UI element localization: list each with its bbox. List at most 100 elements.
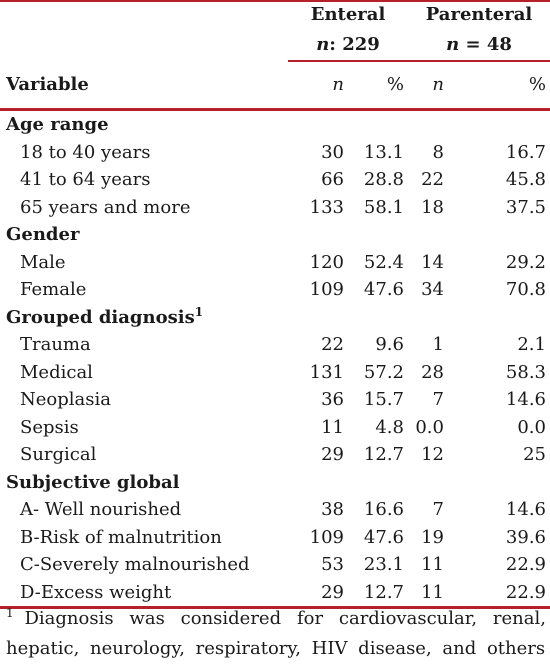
group-header-row: Enteral Parenteral bbox=[0, 0, 550, 30]
parenteral-pct: 70.8 bbox=[505, 279, 546, 301]
section-title: Grouped diagnosis1 bbox=[0, 304, 550, 332]
top-rule bbox=[0, 0, 550, 2]
parenteral-n: 7 bbox=[432, 499, 444, 521]
row-label: Sepsis bbox=[20, 416, 79, 438]
footnote: 1 Diagnosis was considered for cardiovas… bbox=[6, 604, 546, 664]
parenteral-pct: 16.7 bbox=[505, 141, 546, 163]
footnote-ref: 1 bbox=[194, 304, 204, 319]
enteral-pct: 47.6 bbox=[363, 526, 404, 548]
parenteral-n: 28 bbox=[421, 361, 444, 383]
parenteral-n: 19 bbox=[421, 526, 444, 548]
parenteral-pct: 45.8 bbox=[505, 169, 546, 191]
footnote-text: Diagnosis was considered for cardiovascu… bbox=[6, 608, 546, 659]
enteral-pct: 16.6 bbox=[363, 499, 404, 521]
parenteral-n: 11 bbox=[421, 554, 444, 576]
row-label: C-Severely malnourished bbox=[20, 554, 250, 576]
enteral-pct: 23.1 bbox=[363, 554, 404, 576]
enteral-pct: 12.7 bbox=[363, 444, 404, 466]
table-row: 41 to 64 years 66 28.8 22 45.8 bbox=[0, 166, 550, 194]
section-title-text: Age range bbox=[6, 114, 109, 136]
row-label: Surgical bbox=[20, 444, 97, 466]
row-label: A- Well nourished bbox=[20, 499, 182, 521]
parenteral-pct: 14.6 bbox=[505, 389, 546, 411]
parenteral-n: 11 bbox=[408, 578, 448, 609]
enteral-n: 120 bbox=[309, 251, 344, 273]
section-title-text: Gender bbox=[6, 224, 80, 246]
row-label: Female bbox=[20, 279, 87, 301]
enteral-pct: 9.6 bbox=[375, 334, 404, 356]
enteral-n: 22 bbox=[321, 334, 344, 356]
enteral-pct: 57.2 bbox=[363, 361, 404, 383]
parenteral-n: 34 bbox=[421, 279, 444, 301]
table-row: 18 to 40 years 30 13.1 8 16.7 bbox=[0, 139, 550, 167]
enteral-n: 66 bbox=[321, 169, 344, 191]
row-label: 65 years and more bbox=[20, 196, 191, 218]
row-label: 41 to 64 years bbox=[20, 169, 151, 191]
row-label: B-Risk of malnutrition bbox=[20, 526, 222, 548]
parenteral-n: 22 bbox=[421, 169, 444, 191]
column-header-row: Variable n % n % bbox=[0, 61, 550, 111]
enteral-pct: 15.7 bbox=[363, 389, 404, 411]
enteral-n-header: n bbox=[288, 61, 348, 111]
table-row: Trauma 22 9.6 1 2.1 bbox=[0, 331, 550, 359]
enteral-pct: 28.8 bbox=[363, 169, 404, 191]
parenteral-pct: 22.9 bbox=[448, 578, 550, 609]
group-parenteral-n: n = 48 bbox=[408, 30, 550, 62]
table-row: Surgical 29 12.7 12 25 bbox=[0, 441, 550, 469]
enteral-n: 29 bbox=[288, 578, 348, 609]
section-title-text: Grouped diagnosis bbox=[6, 306, 195, 328]
enteral-pct: 4.8 bbox=[375, 416, 404, 438]
enteral-pct: 58.1 bbox=[363, 196, 404, 218]
parenteral-pct: 39.6 bbox=[505, 526, 546, 548]
enteral-pct: 47.6 bbox=[363, 279, 404, 301]
group-n-row: n: 229 n = 48 bbox=[0, 30, 550, 62]
enteral-n: 30 bbox=[321, 141, 344, 163]
section-header-row: Subjective global bbox=[0, 469, 550, 497]
parenteral-n-header: n bbox=[408, 61, 448, 111]
section-header-row: Age range bbox=[0, 110, 550, 139]
table-row: Medical 131 57.2 28 58.3 bbox=[0, 359, 550, 387]
parenteral-pct: 37.5 bbox=[505, 196, 546, 218]
parenteral-n: 1 bbox=[432, 334, 444, 356]
table-row: Male 120 52.4 14 29.2 bbox=[0, 249, 550, 277]
parenteral-pct: 14.6 bbox=[505, 499, 546, 521]
parenteral-pct: 0.0 bbox=[517, 416, 546, 438]
section-header-row: Gender bbox=[0, 221, 550, 249]
parenteral-pct: 58.3 bbox=[505, 361, 546, 383]
table-row: 65 years and more 133 58.1 18 37.5 bbox=[0, 194, 550, 222]
table-row: Neoplasia 36 15.7 7 14.6 bbox=[0, 386, 550, 414]
section-title: Gender bbox=[0, 221, 550, 249]
row-label: 18 to 40 years bbox=[20, 141, 151, 163]
row-label: D-Excess weight bbox=[0, 578, 288, 609]
section-header-row: Grouped diagnosis1 bbox=[0, 304, 550, 332]
enteral-n: 109 bbox=[309, 279, 344, 301]
enteral-n: 53 bbox=[321, 554, 344, 576]
parenteral-n: 7 bbox=[432, 389, 444, 411]
parenteral-n: 12 bbox=[421, 444, 444, 466]
table-row: A- Well nourished 38 16.6 7 14.6 bbox=[0, 496, 550, 524]
enteral-n: 133 bbox=[309, 196, 344, 218]
parenteral-pct: 29.2 bbox=[505, 251, 546, 273]
enteral-n: 131 bbox=[309, 361, 344, 383]
table-row: Female 109 47.6 34 70.8 bbox=[0, 276, 550, 304]
parenteral-n: 0.0 bbox=[415, 416, 444, 438]
enteral-n: 38 bbox=[321, 499, 344, 521]
enteral-pct: 13.1 bbox=[363, 141, 404, 163]
group-enteral: Enteral bbox=[310, 4, 386, 25]
table-row: C-Severely malnourished 53 23.1 11 22.9 bbox=[0, 551, 550, 579]
parenteral-n: 18 bbox=[421, 196, 444, 218]
enteral-n: 29 bbox=[321, 444, 344, 466]
section-title-text: Subjective global bbox=[6, 471, 180, 493]
table-body: Age range 18 to 40 years 30 13.1 8 16.7 41 to … bbox=[0, 110, 550, 609]
enteral-n: 36 bbox=[321, 389, 344, 411]
data-table: Enteral Parenteral n: 229 n = 48 Variabl… bbox=[0, 0, 550, 609]
table-row: B-Risk of malnutrition 109 47.6 19 39.6 bbox=[0, 524, 550, 552]
parenteral-n: 8 bbox=[432, 141, 444, 163]
variable-header: Variable bbox=[0, 61, 288, 111]
row-label: Neoplasia bbox=[20, 389, 111, 411]
row-label: Male bbox=[20, 251, 66, 273]
enteral-pct: 12.7 bbox=[348, 578, 408, 609]
table-row: D-Excess weight 29 12.7 11 22.9 bbox=[0, 578, 550, 609]
row-label: Trauma bbox=[20, 334, 91, 356]
enteral-n: 109 bbox=[309, 526, 344, 548]
